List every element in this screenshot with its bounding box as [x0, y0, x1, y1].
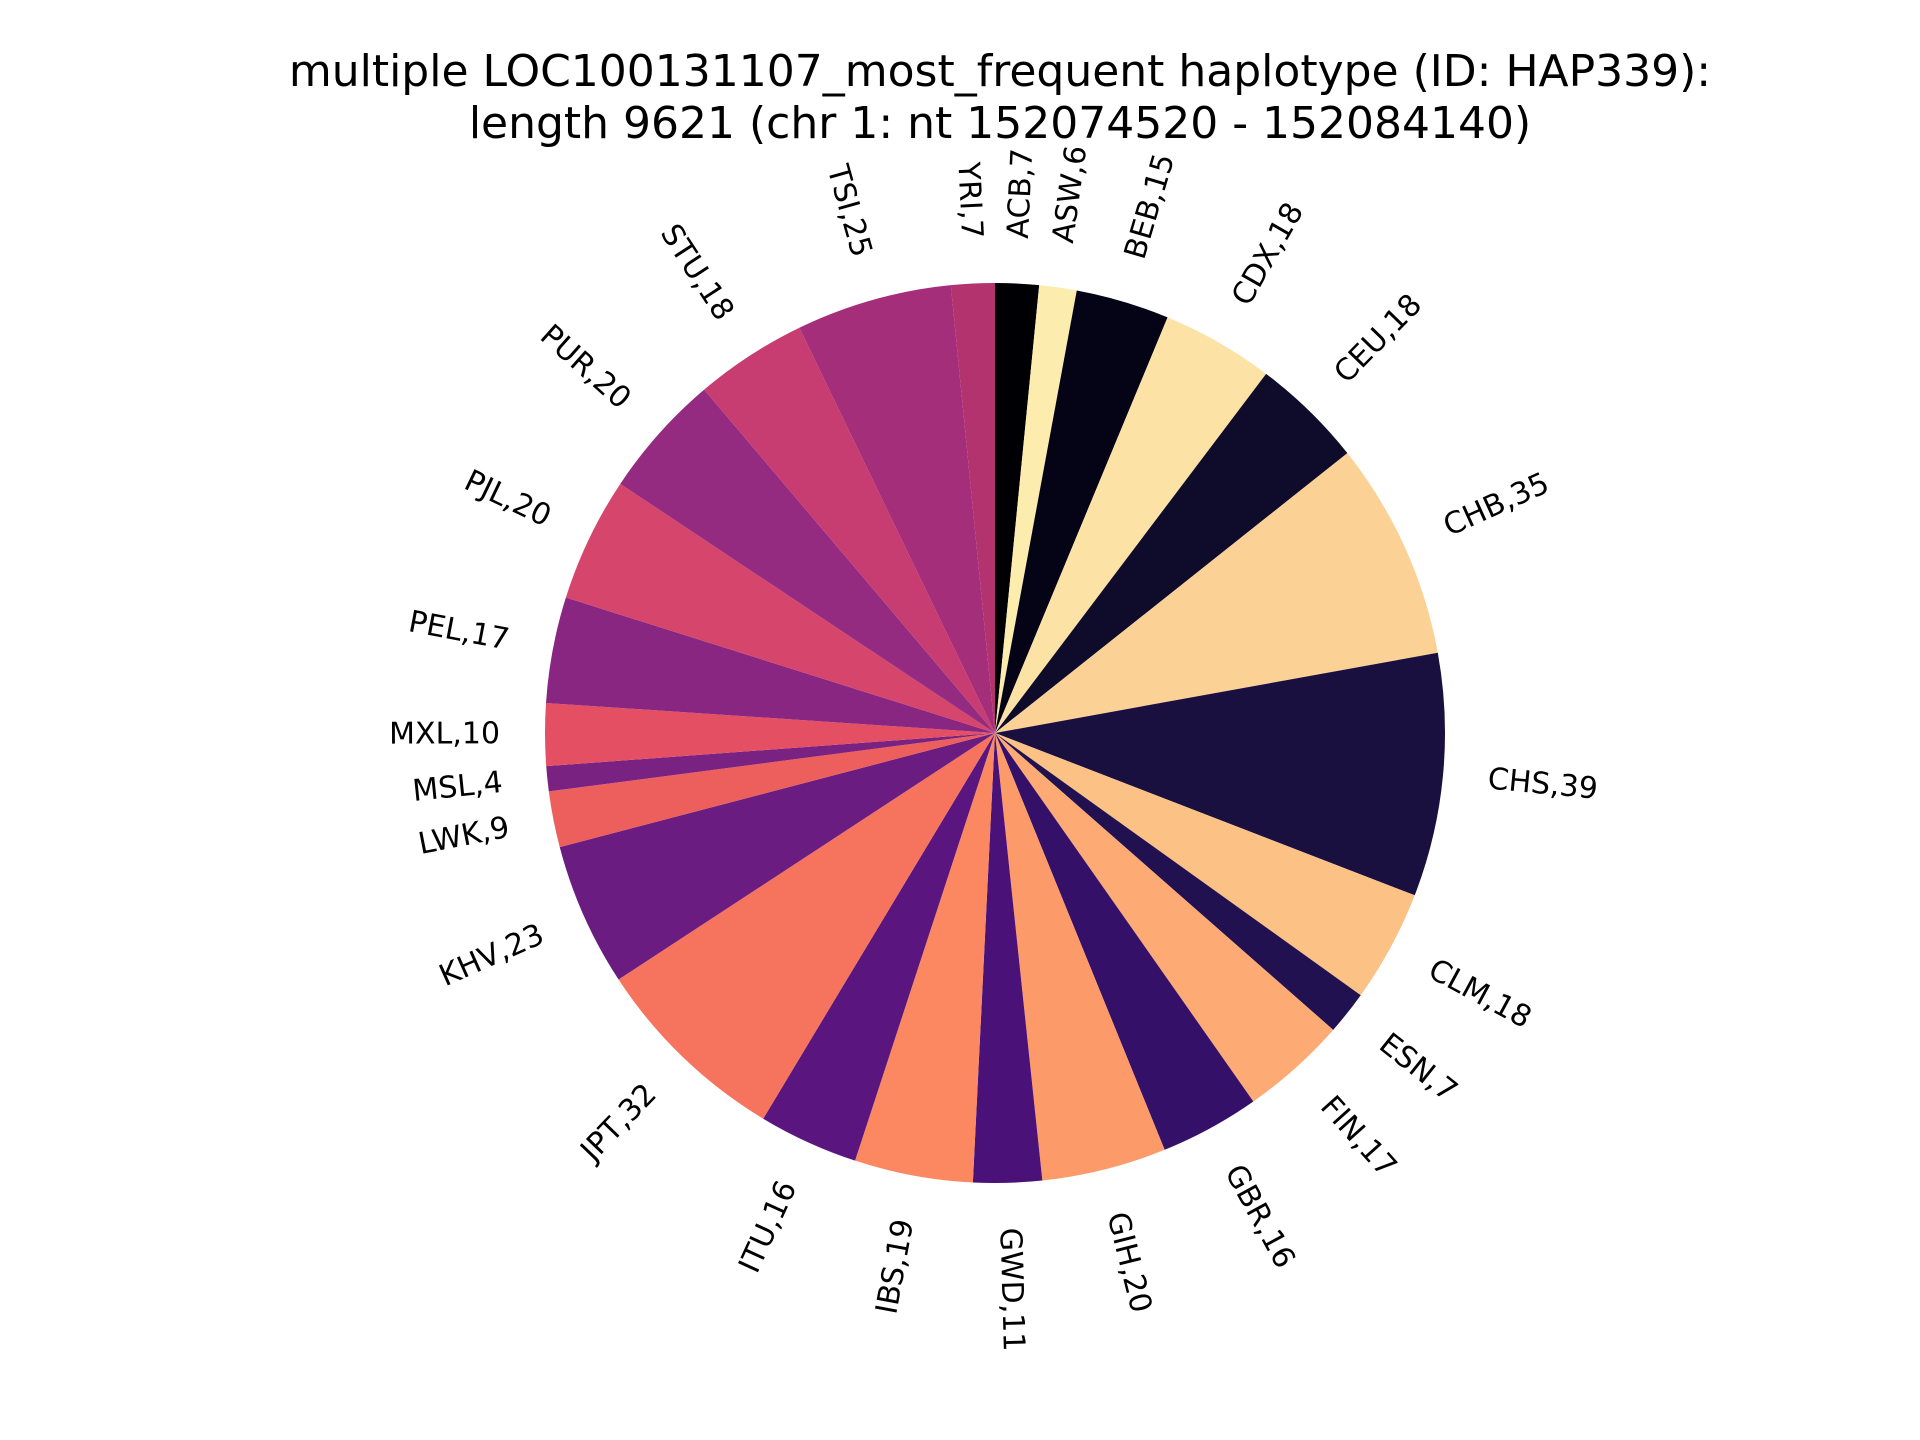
chart-title: multiple LOC100131107_most_frequent hapl… [0, 46, 1920, 150]
pie-label-pur: PUR,20 [533, 318, 637, 416]
pie-slice-asw [995, 285, 1077, 733]
pie-label-acb: ACB,7 [1001, 148, 1040, 240]
pie-slice-chb [995, 453, 1438, 733]
pie-slice-cdx [995, 317, 1267, 733]
pie-label-jpt: JPT,32 [573, 1077, 664, 1170]
pie-slice-pjl [565, 483, 995, 733]
pie-label-esn: ESN,7 [1372, 1026, 1464, 1109]
pie-slice-pel [546, 597, 995, 733]
pie-label-ibs: IBS,19 [869, 1216, 921, 1316]
pie-label-asw: ASW,6 [1046, 143, 1094, 245]
pie-slice-gih [995, 733, 1165, 1181]
pie-label-gbr: GBR,16 [1217, 1159, 1302, 1274]
pie-label-gwd: GWD,11 [992, 1227, 1030, 1352]
pie-label-stu: STU,18 [653, 218, 741, 327]
pie-slice-beb [995, 290, 1168, 733]
pie-label-ceu: CEU,18 [1327, 287, 1429, 390]
pie-slice-mxl [544, 702, 995, 767]
pie-slices [544, 283, 1445, 1184]
pie-label-clm: CLM,18 [1423, 952, 1538, 1036]
pie-slice-itu [763, 733, 995, 1161]
pie-slice-acb [995, 283, 1040, 733]
pie-label-tsi: TSI,25 [819, 160, 878, 261]
pie-slice-khv [559, 733, 995, 980]
pie-label-mxl: MXL,10 [389, 716, 500, 751]
pie-slice-tsi [799, 285, 995, 733]
pie-slice-clm [995, 733, 1415, 996]
pie-label-cdx: CDX,18 [1225, 197, 1311, 312]
pie-slice-jpt [618, 733, 995, 1119]
pie-slice-ibs [855, 733, 995, 1183]
pie-label-pel: PEL,17 [406, 604, 512, 657]
pie-slice-lwk [548, 733, 995, 848]
chart-title-line-2: length 9621 (chr 1: nt 152074520 - 15208… [468, 98, 1532, 149]
pie-slice-gwd [972, 733, 1043, 1184]
pie-label-pjl: PJL,20 [459, 463, 557, 534]
pie-label-gih: GIH,20 [1100, 1209, 1159, 1317]
pie-slice-pur [620, 389, 995, 733]
pie-label-khv: KHV,23 [434, 917, 549, 994]
pie-slice-chs [995, 652, 1445, 896]
pie-label-beb: BEB,15 [1118, 150, 1182, 263]
pie-label-chb: CHB,35 [1438, 466, 1554, 544]
pie-slice-ceu [995, 373, 1348, 733]
pie-slice-stu [704, 327, 995, 733]
pie-label-lwk: LWK,9 [415, 810, 512, 862]
pie-label-chs: CHS,39 [1486, 761, 1599, 806]
pie-label-msl: MSL,4 [411, 765, 504, 809]
pie-slice-yri [950, 283, 995, 733]
pie-slice-gbr [995, 733, 1254, 1150]
chart-title-line-1: multiple LOC100131107_most_frequent hapl… [288, 46, 1712, 97]
pie-label-itu: ITU,16 [732, 1176, 804, 1279]
pie-label-yri: YRI,7 [950, 160, 989, 239]
pie-slice-msl [546, 733, 995, 792]
pie-slice-esn [995, 733, 1361, 1030]
pie-slice-fin [995, 733, 1334, 1102]
pie-label-fin: FIN,17 [1313, 1089, 1403, 1184]
